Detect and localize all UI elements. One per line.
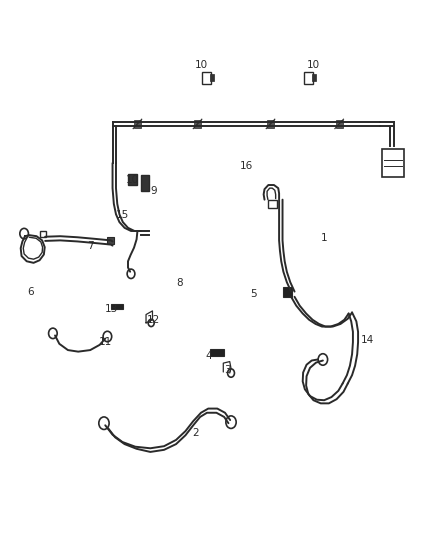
Bar xyxy=(134,120,141,127)
Text: 4: 4 xyxy=(205,351,212,361)
Bar xyxy=(128,174,138,185)
Bar xyxy=(267,120,274,127)
Bar xyxy=(194,120,201,127)
Text: 1: 1 xyxy=(321,233,328,243)
Bar xyxy=(111,304,123,309)
Text: 12: 12 xyxy=(147,315,160,325)
Text: 6: 6 xyxy=(28,287,34,296)
Text: 13: 13 xyxy=(105,304,118,314)
Text: 8: 8 xyxy=(176,278,183,288)
Bar xyxy=(381,149,404,177)
Bar xyxy=(210,349,224,357)
Text: 14: 14 xyxy=(360,335,374,345)
Bar xyxy=(336,120,343,127)
Bar xyxy=(312,74,315,80)
Bar xyxy=(202,72,211,84)
Text: 10: 10 xyxy=(307,60,320,70)
Bar xyxy=(106,237,114,244)
Text: 15: 15 xyxy=(116,211,129,220)
Text: 7: 7 xyxy=(87,240,94,251)
Bar xyxy=(283,287,292,297)
Bar xyxy=(39,231,46,237)
Text: 16: 16 xyxy=(240,161,254,171)
Text: 9: 9 xyxy=(150,186,157,196)
Text: 11: 11 xyxy=(99,337,112,347)
Text: 3: 3 xyxy=(224,365,231,375)
Text: 10: 10 xyxy=(126,175,139,185)
Bar xyxy=(268,200,277,208)
Text: 2: 2 xyxy=(192,427,199,438)
Text: 5: 5 xyxy=(250,289,257,298)
Bar xyxy=(210,74,214,80)
Bar xyxy=(141,175,149,191)
Bar xyxy=(304,72,313,84)
Text: 10: 10 xyxy=(195,60,208,70)
